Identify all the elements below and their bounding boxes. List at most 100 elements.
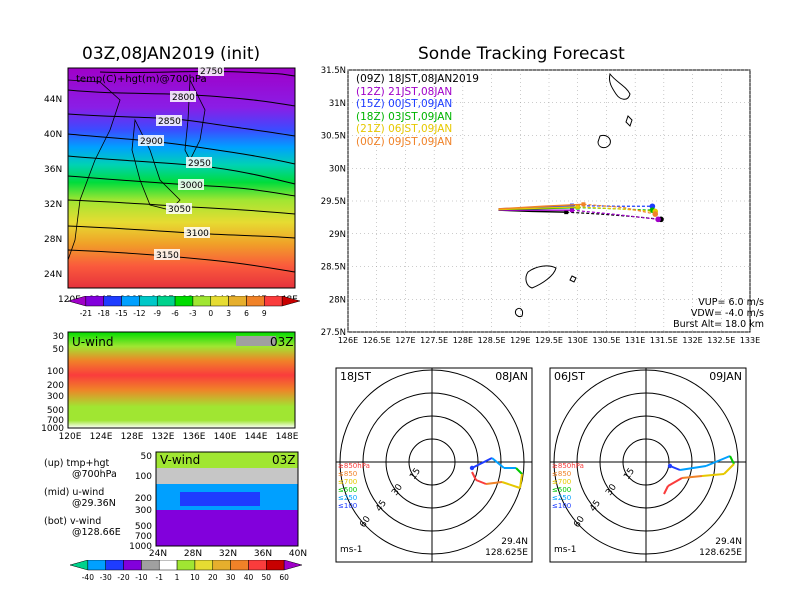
uwind-p-tick: 500 (47, 406, 64, 416)
colorbar-tick: -1 (155, 573, 163, 582)
uwind-label: U-wind (72, 335, 113, 349)
colorbar-tick: 0 (208, 309, 213, 318)
track-lon-tick: 127.5E (420, 336, 448, 345)
colorbar-tick: 30 (226, 573, 236, 582)
vwind-lat-ticks: 24N 28N 32N 36N 40N (149, 549, 307, 559)
panel-note-line1: (mid) u-wind (44, 487, 105, 498)
track-lon-tick: 128E (453, 336, 473, 345)
vwind-p-tick: 200 (135, 494, 152, 504)
vwind-p-tick: 50 (141, 452, 153, 462)
vwind-lat-tick: 32N (219, 549, 237, 559)
map-lat-tick: 44N (44, 95, 62, 105)
hodograph-level-key: ≤250 (552, 494, 571, 502)
colorbar-tick: -15 (115, 309, 127, 318)
map-lat-ticks: 44N 40N 36N 32N 28N 24N (44, 95, 62, 280)
track-legend-entry: (15Z) 00JST,09JAN (356, 98, 453, 110)
temperature-colorbar: -21 -18 -15 -12 -9 -6 -3 0 3 6 9 (67, 296, 301, 318)
hodograph-level-key: ≤250 (338, 494, 357, 502)
colorbar-cell (248, 560, 267, 571)
colorbar-tick: -6 (171, 309, 179, 318)
hodograph-level-key: ≤700 (552, 478, 571, 486)
contour-label: 3000 (180, 181, 203, 191)
colorbar-cell (194, 560, 214, 571)
uwind-p-tick: 30 (53, 332, 65, 342)
track-lat-tick: 30N (329, 164, 346, 174)
vwind-lat-tick: 40N (289, 549, 307, 559)
track-param: VDW= -4.0 m/s (690, 308, 764, 319)
map-lat-tick: 24N (44, 270, 62, 280)
hodograph-segment (471, 457, 493, 469)
colorbar-tick: 6 (244, 309, 249, 318)
colorbar-cell (121, 296, 140, 307)
colorbar-tick: -40 (82, 573, 94, 582)
hodograph-unit: ms-1 (554, 545, 576, 555)
colorbar-cell (158, 560, 178, 571)
colorbar-cell (69, 560, 89, 571)
track-lon-tick: 133E (740, 336, 760, 345)
track-legend-entry: (09Z) 18JST,08JAN2019 (356, 73, 479, 85)
colorbar-cell (192, 296, 212, 307)
hodograph-level-key: ≤850 (338, 470, 357, 478)
colorbar-cell (105, 560, 124, 571)
colorbar-tick: -9 (153, 309, 161, 318)
uwind-field (68, 332, 295, 428)
track-landing-point (655, 216, 661, 223)
contour-labels: 2750 2800 2850 2900 2950 3000 3050 3100 3150 (138, 65, 224, 261)
track-lat-tick: 29.5N (321, 197, 346, 207)
vwind-p-tick: 500 (135, 522, 152, 532)
map-title: 03Z,08JAN2019 (init) (82, 44, 261, 64)
panel-note-line1: (bot) v-wind (44, 516, 102, 527)
hodograph-segment (475, 479, 487, 485)
track-landing-point (649, 203, 656, 210)
map-lon-tick: 120E (58, 295, 81, 305)
track-lat-tick: 31N (329, 99, 346, 109)
contour-label: 2800 (172, 93, 195, 103)
hodograph-level-key: ≤100 (338, 502, 357, 510)
track-lat-tick: 27.5N (321, 328, 346, 338)
track-line-descent (571, 204, 653, 207)
colorbar-tick: -20 (117, 573, 129, 582)
vwind-band-purple (156, 510, 298, 546)
colorbar-tick: 1 (175, 573, 180, 582)
uwind-lon-tick: 132E (152, 432, 175, 442)
colorbar-tick: -3 (189, 309, 197, 318)
hodograph-segment (705, 455, 731, 467)
vwind-time: 03Z (272, 453, 296, 467)
colorbar-tick: 40 (244, 573, 254, 582)
track-lon-tick: 132.5E (707, 336, 735, 345)
track-map: 31.5N 31N 30.5N 30N 29.5N 29N 28.5N 28N 27.5N 12… (321, 66, 760, 345)
hodograph-unit: ms-1 (340, 545, 362, 555)
track-burst-point (569, 208, 574, 213)
colorbar-cell (156, 296, 176, 307)
uwind-p-tick: 50 (53, 345, 65, 355)
hodograph-date: 09JAN (709, 370, 742, 383)
track-lon-tick: 129E (510, 336, 530, 345)
track-burst-point (575, 204, 580, 209)
height-contours (67, 70, 296, 273)
vwind-label: V-wind (160, 453, 200, 467)
colorbar-tick: -21 (80, 309, 92, 318)
vwind-band-grey (156, 468, 298, 484)
hodograph-segment (679, 465, 707, 471)
panel-note-line2: @128.66E (72, 527, 121, 538)
hodograph-time: 06JST (554, 370, 585, 383)
track-lon-tick: 131.5E (650, 336, 678, 345)
temperature-height-map: 2750 2800 2850 2900 2950 3000 3050 3100 3150 44N… (44, 65, 298, 305)
panel-notes: (up) tmp+hgt @700hPa (mid) u-wind @29.36N (b… (44, 458, 121, 545)
hodograph-lon: 128.625E (699, 548, 742, 558)
panel-note: (up) tmp+hgt @700hPa (44, 458, 121, 480)
colorbar-cell (230, 560, 249, 571)
colorbar-cell (266, 560, 285, 571)
uwind-lon-tick: 148E (276, 432, 299, 442)
colorbar-cell (87, 560, 106, 571)
track-lat-tick: 30.5N (321, 132, 346, 142)
hodograph-time: 18JST (340, 370, 371, 383)
track-legend-entry: (21Z) 06JST,09JAN (356, 123, 453, 135)
track-params: VUP= 6.0 m/s VDW= -4.0 m/s Burst Alt= 18.0… (640, 297, 764, 330)
vwind-band-top (156, 452, 298, 468)
track-legend-entry: (12Z) 21JST,08JAN (356, 85, 453, 98)
uwind-p-tick: 1000 (41, 424, 64, 434)
contour-label: 3050 (168, 205, 191, 215)
track-landing-point (652, 211, 659, 217)
